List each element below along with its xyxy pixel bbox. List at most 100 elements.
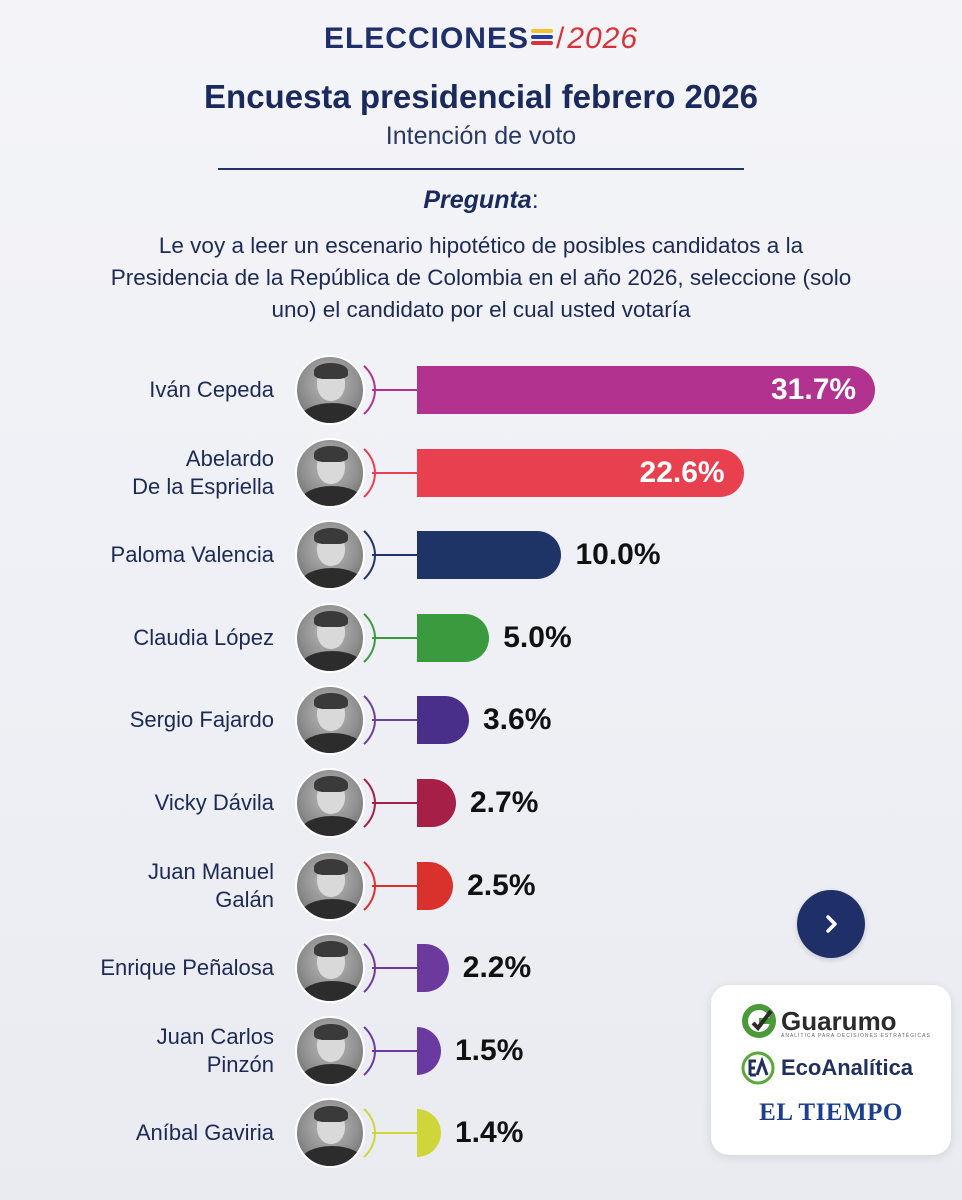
avatar-shoulders: [301, 1063, 363, 1084]
chart-row: Sergio Fajardo 3.6%: [0, 679, 962, 761]
candidate-name-lines: Juan Manuel Galán: [148, 858, 274, 914]
candidate-name-lines: Aníbal Gaviria: [136, 1119, 274, 1147]
chart-row: Iván Cepeda 31.7%: [0, 349, 962, 431]
candidate-photo: [294, 684, 378, 757]
avatar-hair: [314, 858, 348, 875]
candidate-name: Enrique Peñalosa: [4, 927, 274, 1009]
candidate-name-line: Claudia López: [133, 624, 274, 650]
avatar: [295, 1015, 365, 1086]
candidate-name: Claudia López: [4, 597, 274, 679]
candidate-photo: [294, 601, 378, 674]
candidate-name-line: Abelardo: [185, 445, 274, 471]
guarumo-name: Guarumo: [781, 1005, 897, 1036]
avatar: [295, 437, 365, 508]
chart-row: Enrique Peñalosa 2.2%: [0, 927, 962, 1009]
candidate-name: Paloma Valencia: [4, 514, 274, 596]
avatar-hair: [314, 528, 348, 545]
candidate-photo: [294, 849, 378, 922]
avatar-shoulders: [301, 403, 363, 423]
candidate-name-lines: Paloma Valencia: [111, 541, 274, 569]
avatar: [295, 602, 365, 673]
elecciones-brand: ELECCIONES /2026: [0, 22, 962, 56]
avatar: [295, 685, 365, 756]
bar-value-label: 31.7%: [771, 373, 857, 406]
avatar-shoulders: [301, 733, 363, 754]
bar: [417, 861, 454, 910]
chart-row: Aníbal Gaviria 1.4%: [0, 1092, 962, 1174]
brand-slash: /: [555, 22, 566, 55]
brand-word: ELECCIONES: [323, 22, 529, 55]
avatar: [295, 1098, 365, 1169]
candidate-name-line: Galán: [215, 886, 274, 912]
candidate-name-line: Pinzón: [206, 1051, 274, 1077]
bar-connector: [372, 884, 418, 887]
bar-value-label: 1.5%: [455, 1033, 524, 1067]
bar-connector: [372, 471, 418, 474]
candidate-name-line: De la Espriella: [132, 473, 274, 499]
brand-year: 2026: [567, 22, 639, 55]
chevron-right-icon: [826, 915, 837, 933]
bar-connector: [372, 802, 418, 804]
avatar: [295, 768, 365, 838]
chart-row: Juan Carlos Pinzón 1.5%: [0, 1010, 962, 1092]
sponsor-logos: Guarumo ANALÍTICA PARA DECISIONES ESTRAT…: [711, 985, 951, 1155]
question-label-colon: :: [531, 186, 539, 214]
page-subtitle: Intención de voto: [385, 122, 577, 150]
bar: [417, 696, 469, 745]
chart-row: Juan Manuel Galán 2.5%: [0, 845, 962, 927]
bar-value-label: 2.2%: [462, 951, 532, 985]
candidate-name-lines: Sergio Fajardo: [130, 706, 274, 734]
avatar-hair: [314, 776, 348, 792]
candidate-name-lines: Iván Cepeda: [149, 376, 274, 404]
bar: [417, 1109, 441, 1158]
candidate-name-lines: Claudia López: [133, 624, 274, 652]
ecoanalitica-icon: [741, 1051, 775, 1085]
bar: [417, 1026, 441, 1075]
avatar: [295, 520, 365, 591]
avatar-hair: [314, 445, 348, 462]
candidate-photo: [294, 1014, 378, 1087]
bar-value-label: 22.6%: [639, 455, 725, 489]
avatar-hair: [314, 363, 348, 379]
bar-value-label: 2.5%: [467, 868, 536, 902]
page-title: Encuesta presidencial febrero 2026: [204, 78, 758, 115]
candidate-name: Juan Carlos Pinzón: [4, 1010, 274, 1092]
candidate-name-lines: Juan Carlos Pinzón: [157, 1023, 274, 1079]
avatar: [295, 355, 365, 425]
question-text: Le voy a leer un escenario hipotético de…: [110, 233, 852, 322]
bar: [417, 366, 875, 414]
candidate-name-lines: Abelardo De la Espriella: [132, 445, 274, 501]
candidate-name-line: Iván Cepeda: [149, 377, 274, 402]
bar-connector: [372, 636, 418, 639]
title-divider: [218, 168, 744, 170]
avatar-shoulders: [301, 981, 363, 1002]
avatar-shoulders: [301, 816, 363, 836]
bar-value-label: 2.7%: [470, 786, 539, 819]
candidate-name-line: Sergio Fajardo: [129, 707, 274, 733]
avatar-shoulders: [301, 568, 363, 589]
candidate-photo: [294, 354, 378, 426]
candidate-name-line: Paloma Valencia: [110, 542, 274, 568]
flag-icon: [530, 29, 553, 49]
avatar-shoulders: [301, 1146, 363, 1167]
bar: [417, 613, 490, 662]
next-button[interactable]: [797, 890, 865, 958]
candidate-name: Aníbal Gaviria: [4, 1092, 274, 1174]
candidate-name-line: Juan Carlos: [156, 1023, 274, 1049]
chart-row: Claudia López 5.0%: [0, 597, 962, 679]
candidate-photo: [294, 1097, 378, 1170]
candidate-photo: [294, 767, 378, 839]
candidate-name: Vicky Dávila: [4, 762, 274, 844]
avatar-shoulders: [301, 485, 363, 506]
avatar-shoulders: [301, 650, 363, 671]
chart-row: Abelardo De la Espriella 22.6%: [0, 432, 962, 514]
avatar: [295, 933, 365, 1004]
question-label-text: Pregunta: [423, 186, 532, 214]
avatar-hair: [314, 693, 348, 710]
avatar-hair: [314, 941, 348, 958]
avatar-hair: [314, 1106, 348, 1123]
bar-value-label: 10.0%: [575, 538, 661, 572]
bar-connector: [372, 1132, 418, 1135]
bar-connector: [372, 967, 418, 970]
